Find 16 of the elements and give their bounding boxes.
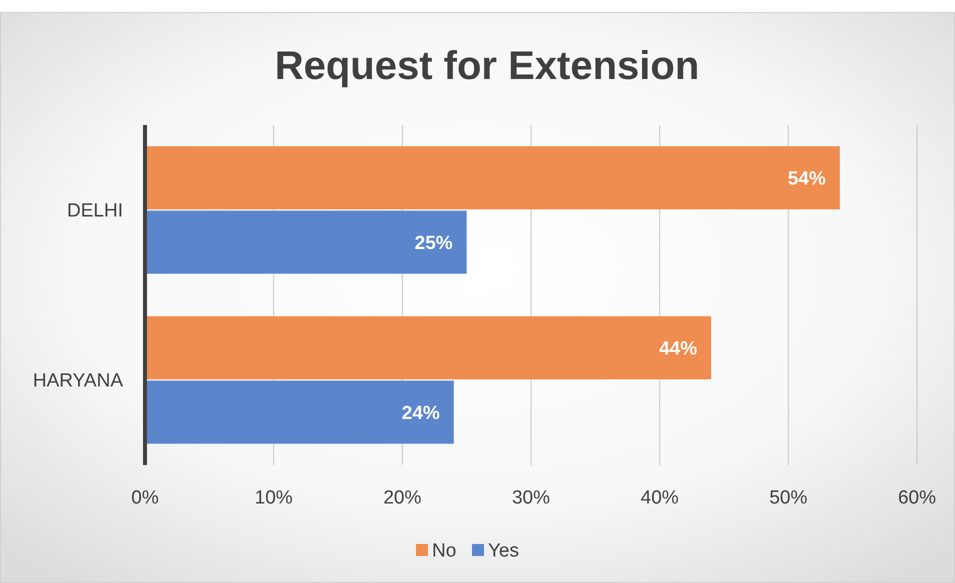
x-tick-label: 40% <box>640 488 679 509</box>
x-tick-label: 60% <box>898 488 936 509</box>
data-label: 44% <box>659 338 698 360</box>
data-label: 24% <box>402 402 440 424</box>
x-tick-label: 10% <box>254 488 293 509</box>
x-tick-label: 0% <box>131 488 159 509</box>
data-label: 25% <box>414 232 453 254</box>
y-tick-label: DELHI <box>67 200 123 222</box>
data-label: 54% <box>788 168 826 190</box>
legend-label: No <box>432 540 456 562</box>
x-tick-label: 20% <box>383 488 422 509</box>
chart-title: Request for Extension <box>274 44 700 88</box>
legend-label: Yes <box>488 540 519 562</box>
y-tick-label: HARYANA <box>32 370 124 392</box>
x-tick-label: 30% <box>512 488 550 509</box>
x-tick-label: 50% <box>769 488 808 509</box>
